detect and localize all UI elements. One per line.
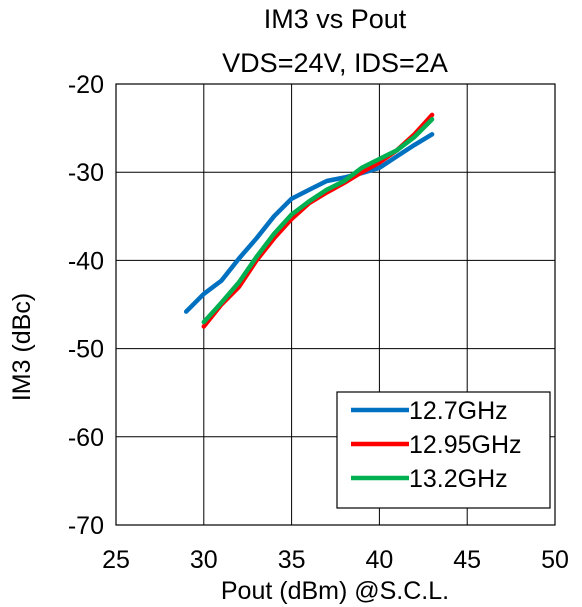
x-tick-label: 25	[102, 546, 130, 574]
legend-label: 13.2GHz	[409, 465, 508, 493]
series-lines	[183, 112, 435, 329]
y-axis: -70 -60 -50 -40 -30 -20	[68, 71, 104, 540]
x-tick-label: 30	[190, 546, 218, 574]
chart-subtitle: VDS=24V, IDS=2A	[222, 48, 448, 78]
x-axis: 25 30 35 40 45 50	[102, 546, 569, 574]
series-line	[201, 117, 435, 325]
plot-area	[115, 83, 556, 526]
x-tick-label: 40	[365, 546, 393, 574]
legend: 12.7GHz 12.95GHz 13.2GHz	[336, 391, 551, 509]
legend-label: 12.95GHz	[409, 431, 522, 459]
y-tick-label: -30	[68, 159, 104, 187]
y-tick-label: -50	[68, 336, 104, 364]
x-axis-title: Pout (dBm) @S.C.L.	[221, 577, 449, 605]
y-tick-label: -60	[68, 424, 104, 452]
chart-title: IM3 vs Pout	[264, 4, 407, 34]
series-line	[201, 112, 435, 329]
x-tick-label: 35	[278, 546, 306, 574]
x-tick-label: 45	[453, 546, 481, 574]
y-tick-label: -40	[68, 247, 104, 275]
series-line	[183, 132, 435, 314]
y-axis-title: IM3 (dBc)	[8, 293, 36, 401]
legend-label: 12.7GHz	[409, 397, 508, 425]
y-tick-label: -70	[68, 512, 104, 540]
y-tick-label: -20	[68, 71, 104, 99]
x-tick-label: 50	[541, 546, 569, 574]
